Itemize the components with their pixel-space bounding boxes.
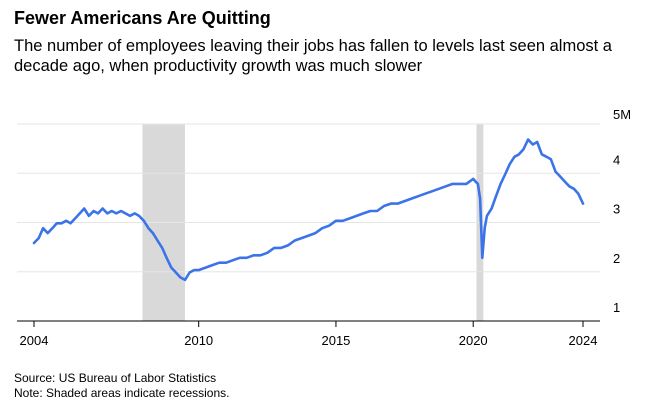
series-line [32,138,585,282]
x-tick-label: 2004 [20,333,49,348]
x-tick-label: 2010 [184,333,213,348]
y-tick-label: 2 [613,251,620,266]
recession-note: Note: Shaded areas indicate recessions. [14,386,230,400]
gridlines [17,123,600,273]
x-tick-label: 2020 [459,333,488,348]
y-tick-label: 5M [613,107,631,122]
x-tick-label: 2024 [569,333,598,348]
x-axis: 2004 2010 2015 2020 2024 [17,320,600,348]
series-layer [32,138,585,282]
chart-title: Fewer Americans Are Quitting [14,8,271,28]
y-tick-label: 1 [613,300,620,315]
line-chart: 2004 2010 2015 2020 2024 1 2 3 4 5M [17,107,631,348]
y-tick-label: 3 [613,202,620,217]
y-axis-labels: 1 2 3 4 5M [613,107,631,315]
source-note: Source: US Bureau of Labor Statistics [14,371,217,385]
y-tick-label: 4 [613,152,620,167]
x-tick-label: 2015 [321,333,350,348]
chart-subtitle: The number of employees leaving their jo… [14,37,612,75]
